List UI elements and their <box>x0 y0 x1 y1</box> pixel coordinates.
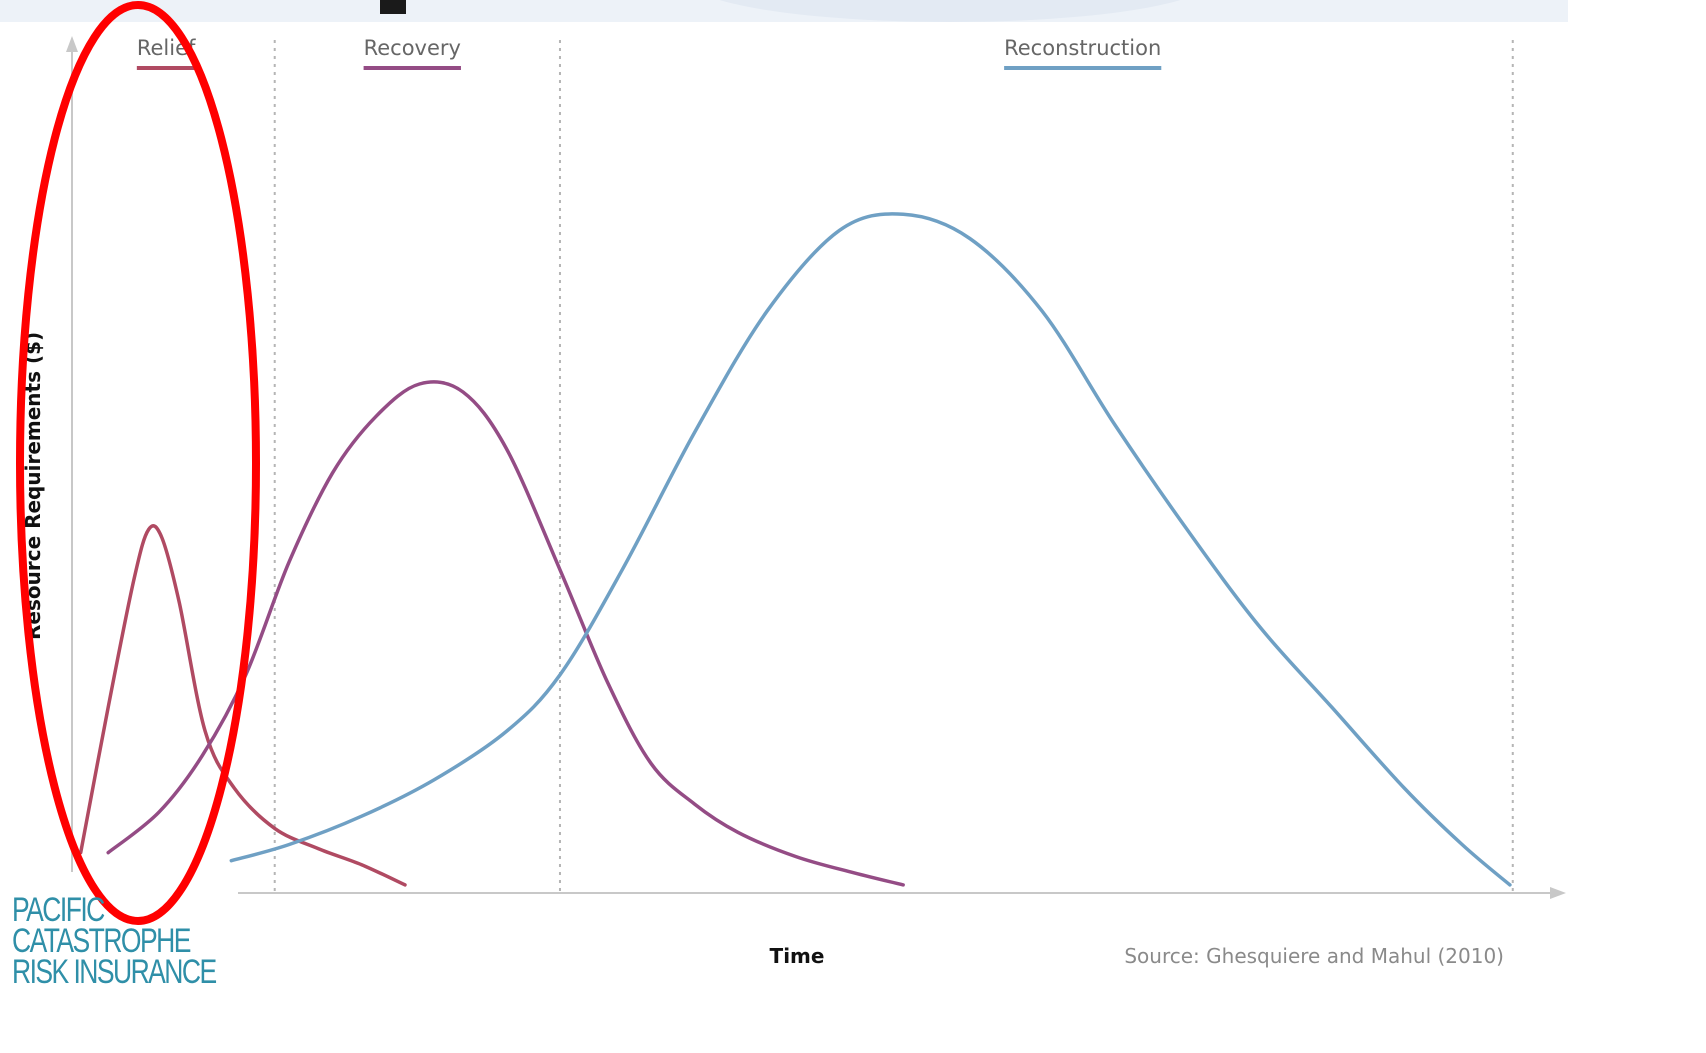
logo: PACIFIC CATASTROPHE RISK INSURANCE <box>12 891 217 991</box>
curves <box>78 212 1512 887</box>
source-note: Source: Ghesquiere and Mahul (2010) <box>1124 944 1504 968</box>
phase-label-recovery: Recovery <box>364 36 461 60</box>
series-line-recovery <box>106 380 905 887</box>
header-mark <box>380 0 406 14</box>
header-strip <box>0 0 1568 22</box>
logo-line-3: RISK INSURANCE <box>12 953 217 991</box>
phase-chart: Relief Recovery Reconstruction Resource Re… <box>16 1 1566 968</box>
series-line-relief <box>78 524 407 887</box>
series-line-reconstruction <box>229 212 1512 887</box>
header-seal <box>690 0 1210 22</box>
highlight-ellipse <box>16 1 260 925</box>
phase-legend: Relief Recovery Reconstruction <box>136 36 1162 70</box>
phase-dividers <box>273 40 1514 893</box>
y-axis-arrow-icon <box>66 36 78 52</box>
axes <box>66 36 1566 899</box>
logo-line-2: CATASTROPHE <box>12 922 191 960</box>
x-axis-label: Time <box>770 944 825 968</box>
phase-label-reconstruction: Reconstruction <box>1004 36 1161 60</box>
logo-line-1: PACIFIC <box>12 891 105 929</box>
x-axis-arrow-icon <box>1550 887 1566 899</box>
